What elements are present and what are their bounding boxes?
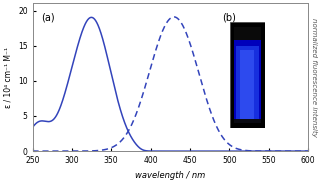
- Y-axis label: normalized fluorescence intensity: normalized fluorescence intensity: [311, 18, 318, 137]
- Bar: [236, 46, 259, 121]
- Bar: [234, 27, 260, 40]
- Text: (a): (a): [41, 12, 54, 22]
- Y-axis label: ε / 10⁴ cm⁻¹ M⁻¹: ε / 10⁴ cm⁻¹ M⁻¹: [3, 47, 13, 108]
- Text: (b): (b): [222, 12, 236, 22]
- Bar: [234, 119, 260, 123]
- Bar: [240, 50, 254, 119]
- Bar: [234, 40, 260, 123]
- X-axis label: wavelength / nm: wavelength / nm: [135, 171, 205, 180]
